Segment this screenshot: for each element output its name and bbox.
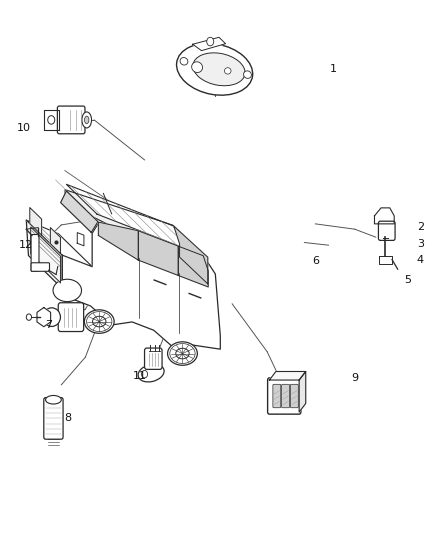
Ellipse shape xyxy=(168,342,198,365)
Polygon shape xyxy=(178,246,208,287)
Polygon shape xyxy=(44,110,59,130)
FancyBboxPatch shape xyxy=(57,106,85,134)
Ellipse shape xyxy=(92,316,106,327)
FancyBboxPatch shape xyxy=(273,384,281,408)
Text: 11: 11 xyxy=(133,371,147,381)
Text: 12: 12 xyxy=(19,240,33,250)
Polygon shape xyxy=(65,190,182,261)
Polygon shape xyxy=(50,228,60,253)
Polygon shape xyxy=(60,191,98,232)
Ellipse shape xyxy=(46,395,61,404)
Ellipse shape xyxy=(177,43,253,95)
Ellipse shape xyxy=(82,112,92,128)
Ellipse shape xyxy=(244,71,251,78)
Circle shape xyxy=(48,116,55,124)
Circle shape xyxy=(26,314,32,320)
Polygon shape xyxy=(174,226,208,284)
Polygon shape xyxy=(138,231,178,276)
Ellipse shape xyxy=(43,308,60,326)
Ellipse shape xyxy=(192,62,202,72)
Ellipse shape xyxy=(225,68,231,74)
Polygon shape xyxy=(30,207,42,235)
Text: 9: 9 xyxy=(351,374,358,383)
Text: 7: 7 xyxy=(45,320,52,330)
Text: 1: 1 xyxy=(329,64,336,74)
Circle shape xyxy=(141,370,148,378)
Polygon shape xyxy=(37,308,51,327)
Polygon shape xyxy=(26,220,62,288)
Polygon shape xyxy=(193,37,226,51)
FancyBboxPatch shape xyxy=(145,348,162,369)
FancyBboxPatch shape xyxy=(268,378,301,414)
Polygon shape xyxy=(379,256,392,264)
Text: 5: 5 xyxy=(404,275,411,285)
FancyBboxPatch shape xyxy=(31,235,39,271)
FancyBboxPatch shape xyxy=(44,398,63,439)
Ellipse shape xyxy=(85,310,114,333)
Polygon shape xyxy=(26,220,92,266)
Polygon shape xyxy=(31,227,60,282)
FancyBboxPatch shape xyxy=(290,384,298,408)
Text: 2: 2 xyxy=(417,222,424,231)
Polygon shape xyxy=(299,372,306,412)
Ellipse shape xyxy=(138,364,164,382)
Text: 10: 10 xyxy=(17,123,31,133)
Ellipse shape xyxy=(176,348,189,359)
Ellipse shape xyxy=(180,58,188,65)
Text: 6: 6 xyxy=(312,256,319,266)
FancyBboxPatch shape xyxy=(31,263,49,271)
FancyBboxPatch shape xyxy=(58,303,84,332)
Polygon shape xyxy=(62,223,220,349)
Text: 4: 4 xyxy=(417,255,424,265)
Ellipse shape xyxy=(53,279,81,302)
Text: 3: 3 xyxy=(417,239,424,248)
FancyBboxPatch shape xyxy=(378,221,395,240)
FancyBboxPatch shape xyxy=(282,384,290,408)
Circle shape xyxy=(207,37,214,46)
Polygon shape xyxy=(269,372,306,380)
Ellipse shape xyxy=(85,116,89,124)
Text: 8: 8 xyxy=(64,414,71,423)
Polygon shape xyxy=(99,222,138,260)
Ellipse shape xyxy=(193,53,245,86)
Polygon shape xyxy=(374,208,394,224)
Polygon shape xyxy=(67,184,205,256)
Polygon shape xyxy=(77,232,84,246)
